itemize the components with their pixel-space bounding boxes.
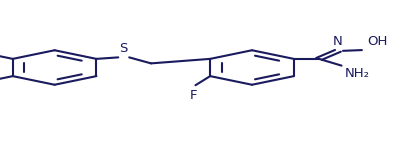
Text: OH: OH	[368, 35, 388, 48]
Text: NH₂: NH₂	[345, 67, 370, 80]
Text: N: N	[333, 35, 343, 48]
Text: F: F	[189, 89, 197, 102]
Text: S: S	[120, 42, 128, 55]
